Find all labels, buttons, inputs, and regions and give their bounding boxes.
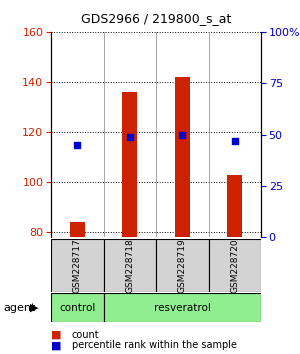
Text: ■: ■ [51, 330, 62, 339]
Text: GDS2966 / 219800_s_at: GDS2966 / 219800_s_at [81, 12, 231, 25]
Text: percentile rank within the sample: percentile rank within the sample [72, 340, 237, 350]
Text: agent: agent [3, 303, 35, 313]
Text: GSM228717: GSM228717 [73, 238, 82, 293]
Bar [122, 92, 137, 237]
Text: GSM228719: GSM228719 [178, 238, 187, 293]
Bar [51, 293, 104, 322]
Bar [156, 239, 208, 292]
Text: ■: ■ [51, 340, 62, 350]
Text: GSM228718: GSM228718 [125, 238, 134, 293]
Text: GSM228720: GSM228720 [230, 238, 239, 293]
Text: ▶: ▶ [30, 303, 39, 313]
Point [180, 132, 185, 137]
Text: count: count [72, 330, 100, 339]
Bar [227, 175, 242, 237]
Bar [51, 239, 104, 292]
Bar [208, 239, 261, 292]
Text: resveratrol: resveratrol [154, 303, 211, 313]
Bar [175, 77, 190, 237]
Point [75, 142, 80, 148]
Text: control: control [59, 303, 95, 313]
Point [128, 134, 132, 139]
Bar [103, 239, 156, 292]
Bar [70, 222, 85, 237]
Bar [103, 293, 261, 322]
Point [232, 138, 237, 143]
